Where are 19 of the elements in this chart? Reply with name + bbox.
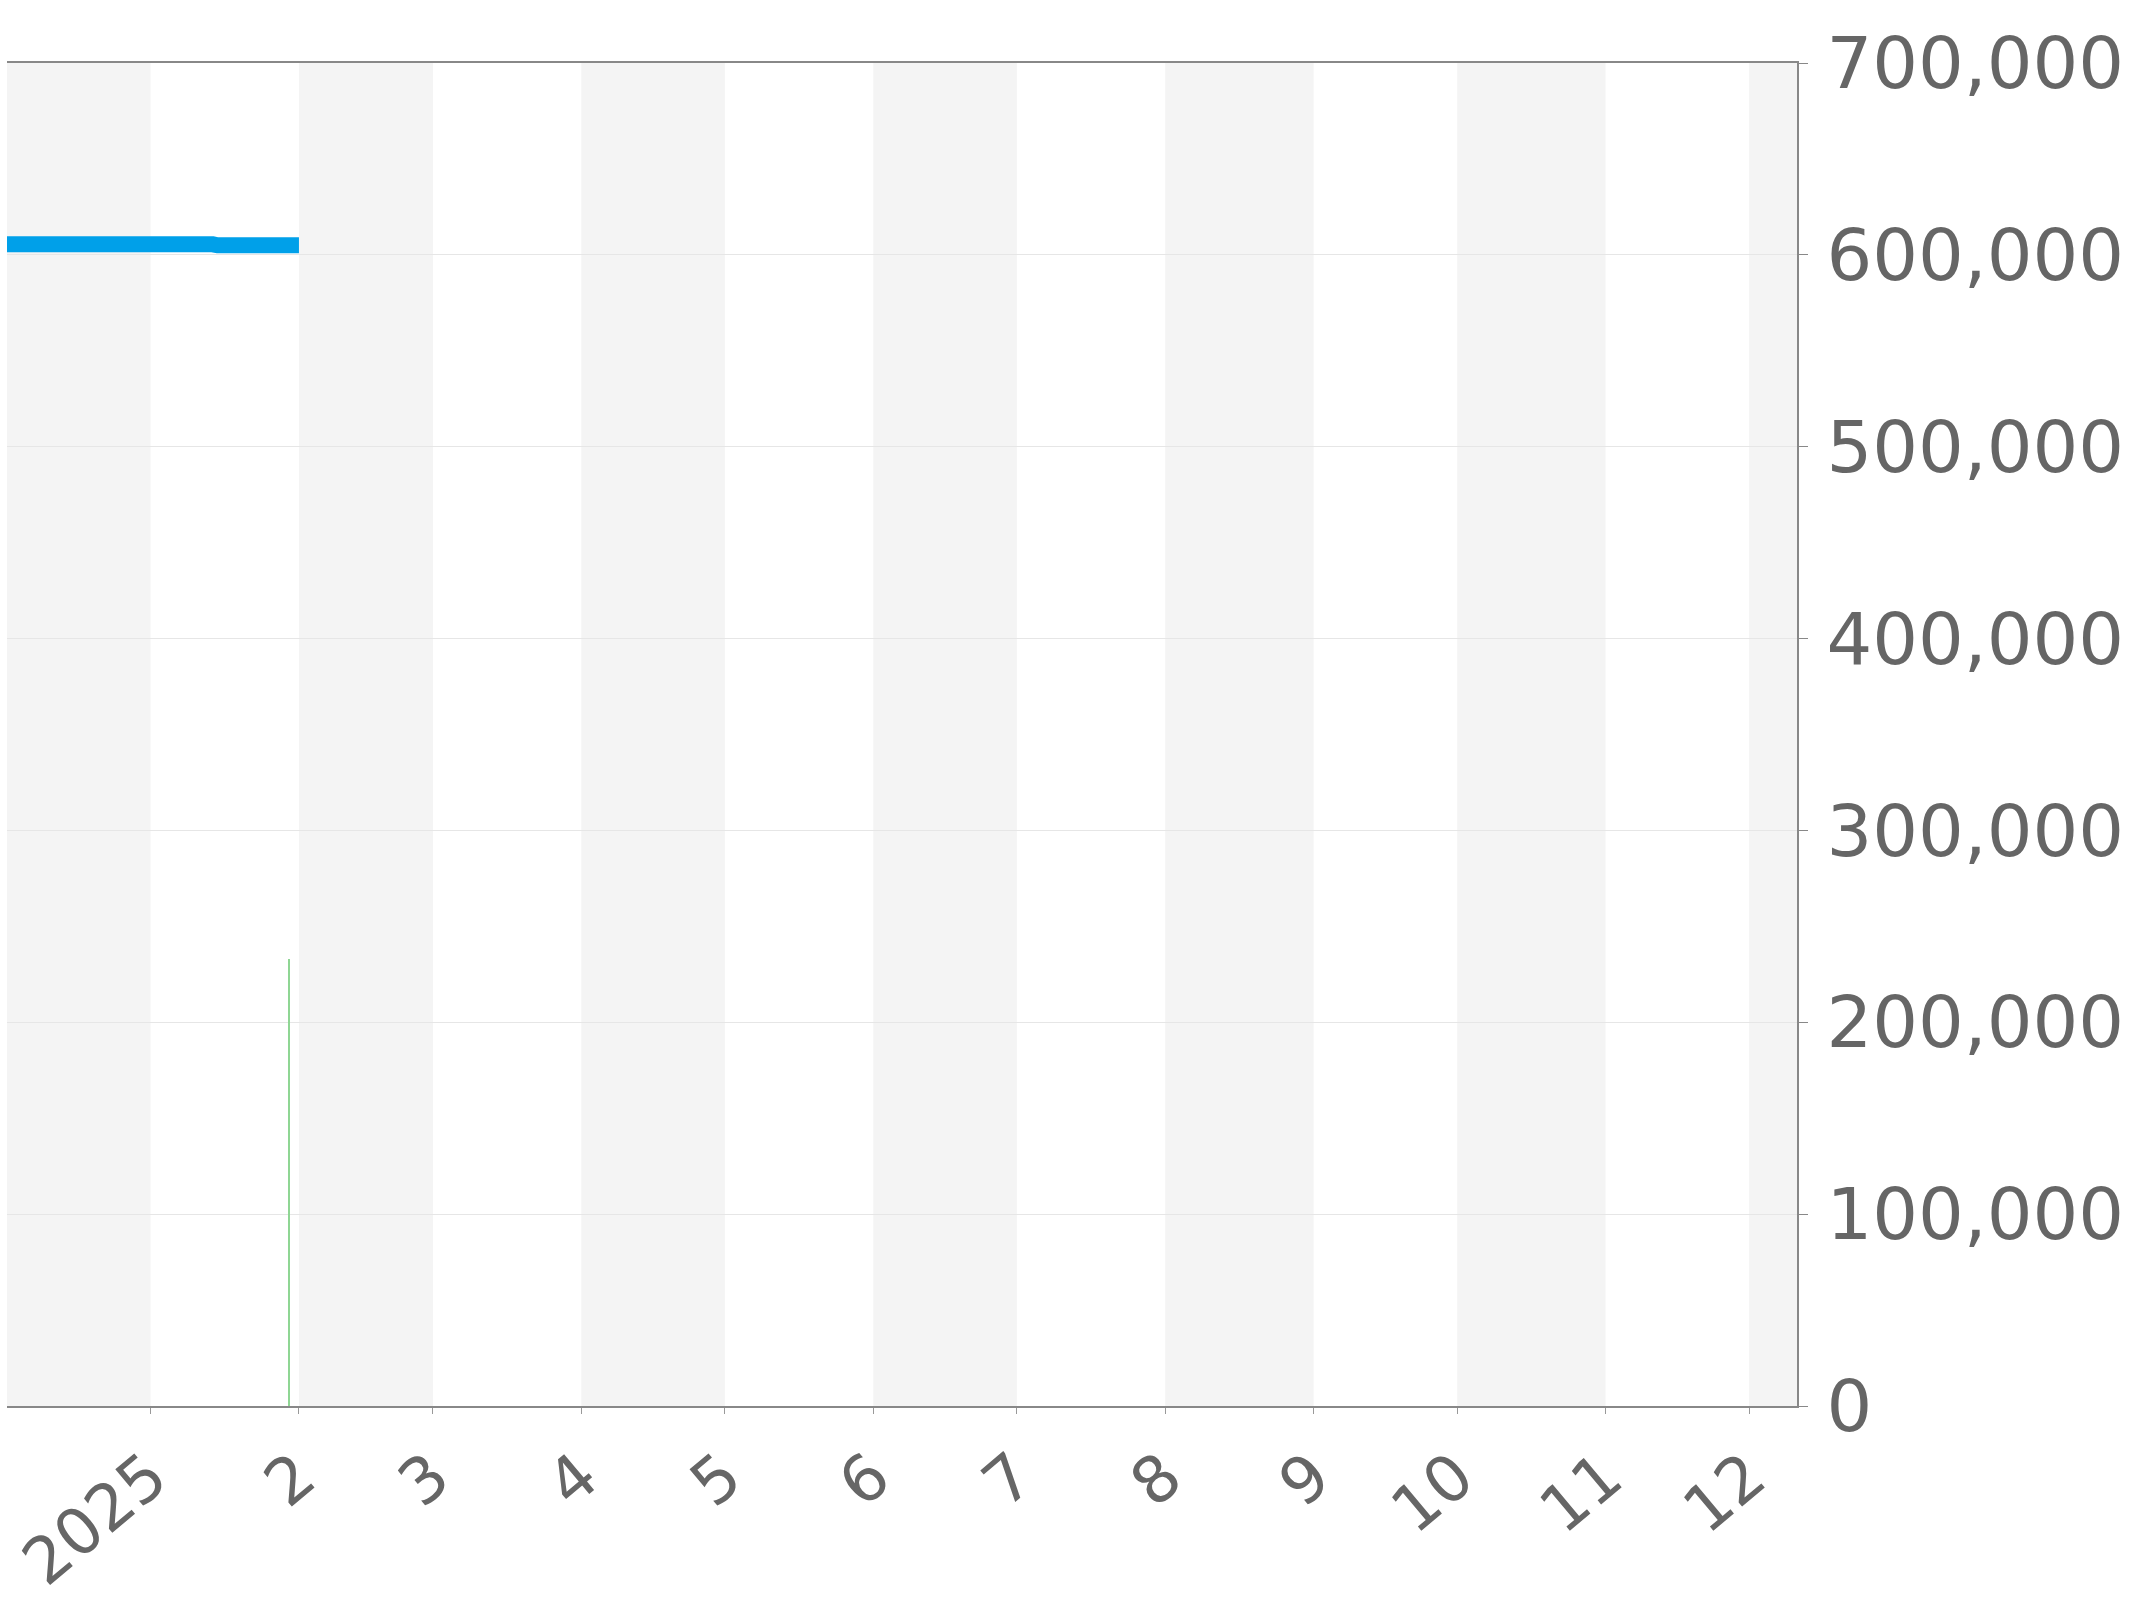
x-tick-label: 3 <box>384 1438 464 1521</box>
x-tick-label: 8 <box>1116 1438 1196 1521</box>
y-tick-label: 700,000 <box>1826 21 2125 106</box>
y-tick-label: 500,000 <box>1826 404 2125 489</box>
y-tick-label: 300,000 <box>1826 788 2125 873</box>
x-tick-label: 9 <box>1265 1438 1344 1521</box>
x-tick-label: 4 <box>532 1438 612 1521</box>
x-tick-label: 11 <box>1525 1438 1636 1548</box>
y-tick-label: 600,000 <box>1826 213 2125 298</box>
x-tick-label: 12 <box>1669 1438 1780 1548</box>
y-tick-label: 200,000 <box>1826 980 2125 1065</box>
x-tick-label: 6 <box>824 1438 904 1521</box>
y-tick-label: 100,000 <box>1826 1172 2125 1257</box>
x-tick-label: 10 <box>1377 1438 1488 1548</box>
x-tick-label: 2 <box>250 1438 330 1521</box>
y-tick-label: 0 <box>1826 1364 1873 1449</box>
x-tick-label: 5 <box>676 1438 756 1521</box>
y-tick-label: 400,000 <box>1826 596 2125 681</box>
x-tick-label: 7 <box>968 1438 1048 1521</box>
